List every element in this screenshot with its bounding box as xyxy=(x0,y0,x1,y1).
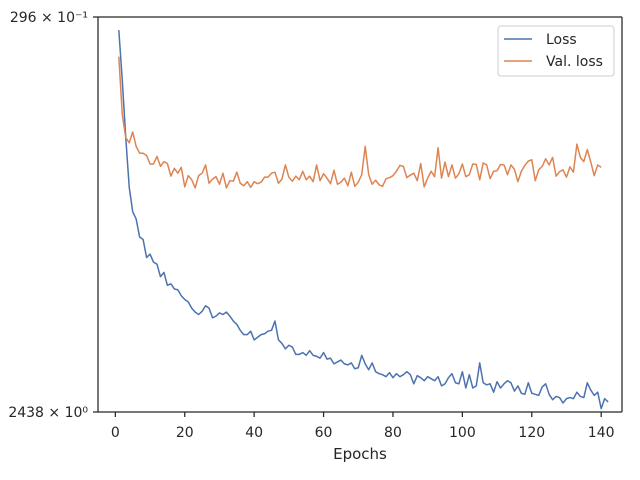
x-tick-label: 80 xyxy=(384,425,402,441)
legend-label: Loss xyxy=(546,32,577,48)
x-tick-label: 0 xyxy=(111,425,120,441)
x-tick-label: 120 xyxy=(518,425,545,441)
x-tick-label: 60 xyxy=(315,425,333,441)
x-ticks: 0 20 40 60 80 100 120 140 xyxy=(111,412,615,441)
series-line-loss xyxy=(118,30,609,410)
x-axis-label: Epochs xyxy=(333,445,387,463)
legend: Loss Val. loss xyxy=(497,25,615,77)
y-ticks: 296 × 10⁻¹ 2438 × 10⁰ xyxy=(8,10,98,421)
x-tick-label: 140 xyxy=(588,425,615,441)
legend-label: Val. loss xyxy=(546,54,603,70)
y-tick-label: 296 × 10⁻¹ xyxy=(10,10,88,26)
x-tick-label: 40 xyxy=(245,425,263,441)
x-tick-label: 20 xyxy=(176,425,194,441)
series-line-val-loss xyxy=(118,56,602,189)
plot-lines xyxy=(118,30,609,410)
y-tick-label: 2438 × 10⁰ xyxy=(8,405,88,421)
x-tick-label: 100 xyxy=(449,425,476,441)
